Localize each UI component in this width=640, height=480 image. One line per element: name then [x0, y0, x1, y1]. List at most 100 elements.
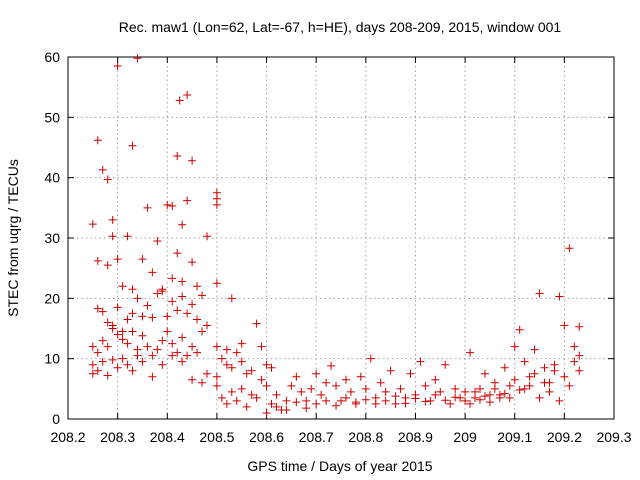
data-point	[158, 336, 167, 345]
data-point	[113, 303, 122, 312]
data-point	[356, 372, 365, 381]
data-point	[88, 220, 97, 229]
data-point	[178, 292, 187, 301]
data-point	[570, 357, 579, 366]
data-point	[416, 357, 425, 366]
data-point	[466, 348, 475, 357]
data-point	[202, 369, 211, 378]
data-point	[118, 335, 127, 344]
data-point	[252, 393, 261, 402]
y-tick-label: 40	[44, 170, 60, 186]
data-point	[222, 345, 231, 354]
data-point	[361, 384, 370, 393]
data-point	[520, 384, 529, 393]
data-point	[510, 342, 519, 351]
data-point	[168, 351, 177, 360]
data-point	[565, 381, 574, 390]
data-point	[98, 336, 107, 345]
data-point	[475, 395, 484, 404]
data-point	[282, 405, 291, 414]
data-point	[446, 399, 455, 408]
data-point	[158, 287, 167, 296]
x-tick-label: 208.2	[50, 429, 85, 445]
data-point	[262, 381, 271, 390]
data-point	[178, 277, 187, 286]
data-point	[351, 398, 360, 407]
data-point	[183, 91, 192, 100]
data-point	[242, 402, 251, 411]
data-point	[371, 399, 380, 408]
y-tick-label: 0	[52, 411, 60, 427]
data-point	[466, 399, 475, 408]
data-point	[322, 396, 331, 405]
data-point	[337, 396, 345, 405]
data-point	[183, 196, 192, 205]
data-point	[237, 357, 246, 366]
data-point	[198, 291, 207, 300]
data-point	[98, 165, 107, 174]
data-point	[198, 327, 207, 336]
y-axis-label: STEC from uqrg / TECUs	[5, 159, 21, 317]
data-point	[227, 387, 236, 396]
data-point	[93, 348, 102, 357]
data-point	[93, 304, 102, 313]
data-point	[227, 363, 236, 372]
data-point	[381, 396, 390, 405]
data-point	[108, 232, 117, 241]
data-point	[148, 268, 157, 277]
data-point	[175, 96, 184, 105]
data-point	[108, 355, 117, 364]
data-point	[148, 372, 157, 381]
data-point	[267, 363, 276, 372]
x-tick-label: 208.4	[150, 429, 185, 445]
data-point	[411, 394, 420, 403]
y-tick-label: 20	[44, 290, 60, 306]
data-point	[292, 398, 301, 407]
data-point	[540, 363, 549, 372]
axis-ticks: 208.2 208.3 208.4 208.5 208.6 208.7 208.8 208.9…	[44, 49, 631, 445]
data-point	[451, 393, 460, 402]
data-point	[188, 300, 197, 309]
data-point	[138, 255, 147, 264]
data-point	[153, 237, 162, 246]
data-point	[148, 313, 157, 322]
data-points	[88, 54, 584, 417]
data-point	[485, 398, 494, 407]
data-point	[103, 261, 112, 270]
data-point	[297, 387, 306, 396]
data-point	[88, 360, 97, 369]
data-point	[495, 390, 504, 399]
data-point	[88, 369, 97, 378]
data-point	[461, 387, 470, 396]
data-point	[555, 292, 564, 301]
data-point	[138, 331, 147, 340]
data-point	[88, 342, 97, 351]
data-point	[575, 322, 584, 331]
data-point	[93, 256, 102, 265]
data-point	[391, 399, 400, 408]
data-point	[282, 396, 291, 405]
data-point	[128, 327, 137, 336]
data-point	[158, 360, 167, 369]
data-point	[391, 392, 400, 401]
data-point	[560, 372, 569, 381]
x-tick-label: 208.7	[299, 429, 334, 445]
data-point	[173, 151, 182, 160]
data-point	[525, 381, 534, 390]
data-point	[441, 396, 450, 405]
data-point	[232, 396, 241, 405]
data-point	[500, 389, 509, 398]
data-point	[237, 339, 246, 348]
data-point	[381, 387, 390, 396]
data-point	[128, 309, 137, 318]
data-point	[471, 387, 480, 396]
data-point	[113, 330, 122, 339]
data-point	[173, 249, 182, 258]
data-point	[108, 324, 117, 333]
data-point	[431, 375, 440, 384]
data-point	[143, 301, 152, 310]
data-point	[262, 408, 271, 417]
data-point	[133, 294, 142, 303]
data-point	[490, 384, 499, 393]
